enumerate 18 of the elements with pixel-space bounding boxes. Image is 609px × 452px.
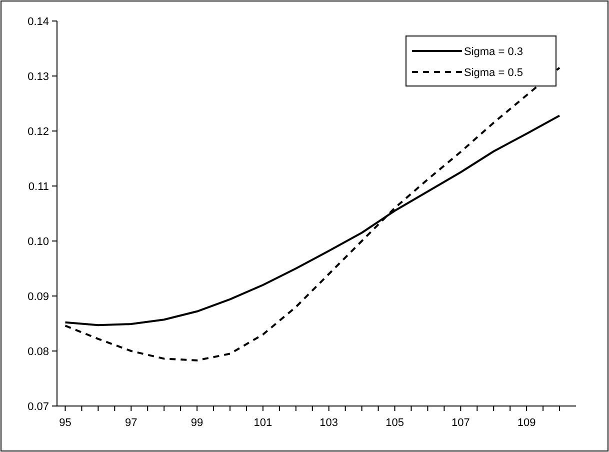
x-tick-label: 99 [190,417,204,429]
x-tick-label: 101 [254,417,272,429]
y-tick-label: 0.12 [28,126,49,138]
x-tick-label: 107 [451,417,470,429]
y-tick-label: 0.11 [28,180,49,193]
y-tick-label: 0.13 [28,70,49,83]
x-tick-label: 109 [517,417,536,429]
y-tick-label: 0.09 [28,290,49,303]
legend-label: Sigma = 0.5 [464,66,524,79]
x-tick-label: 95 [59,417,72,429]
x-tick-label: 97 [125,417,138,429]
x-tick-label: 103 [320,417,338,429]
x-tick-label: 105 [386,417,404,429]
y-tick-label: 0.10 [28,236,49,248]
legend-label: Sigma = 0.3 [464,46,524,58]
y-tick-label: 0.07 [28,400,49,413]
y-tick-label: 0.14 [28,16,49,28]
y-tick-label: 0.08 [28,346,49,358]
